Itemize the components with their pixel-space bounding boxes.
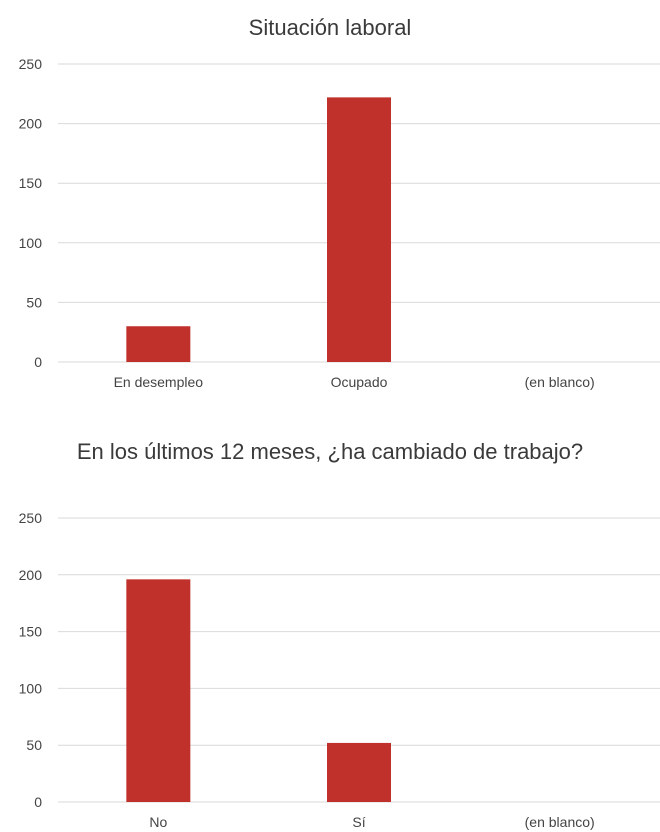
bar [126, 326, 191, 362]
category-label: Ocupado [331, 374, 388, 390]
bar [327, 97, 391, 362]
y-tick-label: 100 [19, 235, 43, 251]
chart-title: Situación laboral [248, 15, 412, 40]
category-label: Sí [352, 814, 365, 830]
bar [126, 579, 191, 802]
y-tick-label: 0 [34, 354, 42, 370]
y-tick-label: 150 [19, 175, 43, 191]
category-label: No [149, 814, 167, 830]
bar-plot: 0 50 100 150 200 250 En desempleo Ocupado (en bl… [19, 56, 660, 390]
y-tick-label: 100 [19, 680, 43, 696]
chart-situacion-laboral: Situación laboral 0 50 100 150 200 250 En dese… [0, 0, 660, 400]
y-tick-label: 0 [34, 794, 42, 810]
y-tick-label: 250 [19, 56, 43, 72]
bar [327, 742, 391, 802]
y-tick-label: 50 [26, 294, 42, 310]
y-tick-label: 250 [19, 510, 43, 526]
chart-cambio-trabajo: En los últimos 12 meses, ¿ha cambiado de… [0, 428, 660, 832]
y-tick-label: 200 [19, 567, 43, 583]
category-label: (en blanco) [525, 374, 595, 390]
chart-title: En los últimos 12 meses, ¿ha cambiado de… [76, 439, 584, 464]
category-label: En desempleo [114, 374, 204, 390]
y-tick-label: 200 [19, 116, 43, 132]
y-tick-label: 150 [19, 624, 43, 640]
y-tick-label: 50 [26, 737, 42, 753]
bar-plot: 0 50 100 150 200 250 No Sí (en blanco) [19, 510, 660, 830]
category-label: (en blanco) [525, 814, 595, 830]
